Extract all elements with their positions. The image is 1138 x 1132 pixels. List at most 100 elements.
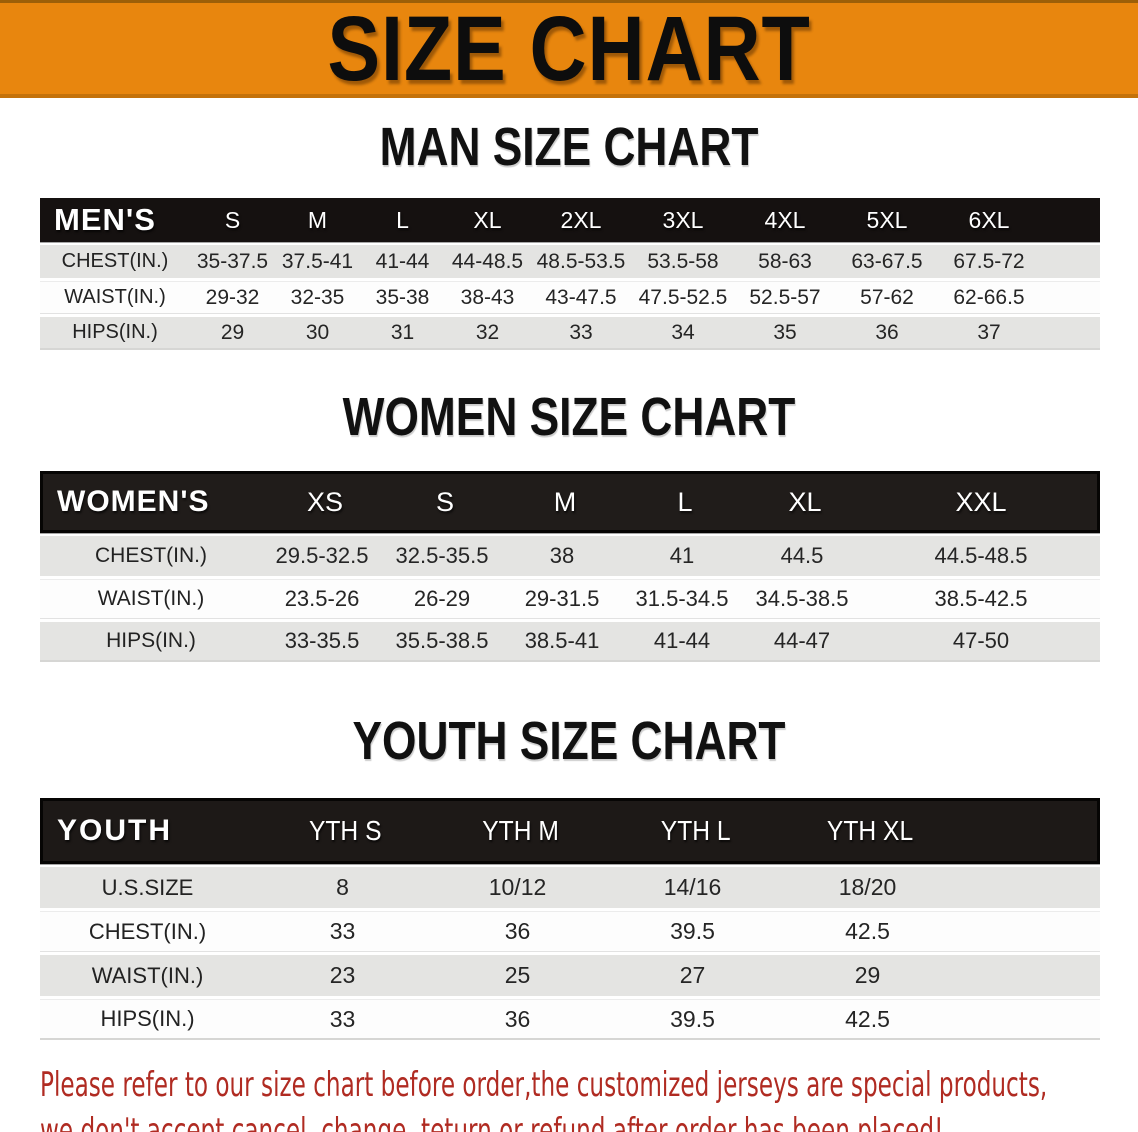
size-column-header: XS: [265, 487, 385, 518]
size-value: 32-35: [290, 285, 345, 309]
size-value: 29-31.5: [524, 586, 600, 611]
table-header-row: YOUTH YTH S YTH M YTH L YTH XL: [40, 798, 1100, 864]
measurement-row: CHEST(IN.) 33 36 39.5 42.5: [40, 911, 1100, 952]
size-column-header: XL: [745, 487, 865, 518]
size-value: 18/20: [838, 874, 897, 900]
row-label: WAIST(IN.): [91, 962, 204, 988]
size-value: 34: [671, 320, 695, 344]
size-column-label: 2XL: [560, 206, 602, 233]
size-value: 34.5-38.5: [755, 586, 849, 611]
size-column-header: XL: [445, 207, 530, 234]
measurement-row: HIPS(IN.) 33 36 39.5 42.5: [40, 999, 1100, 1040]
size-value: 38: [549, 543, 575, 568]
size-value: 38.5-42.5: [934, 586, 1028, 611]
size-value: 58-63: [758, 249, 812, 273]
women-section-heading: WOMEN SIZE CHART: [0, 390, 1138, 444]
size-value: 42.5: [845, 918, 890, 944]
table-title-cell: WOMEN'S: [57, 485, 210, 518]
banner: SIZE CHART: [0, 0, 1138, 98]
size-column-label: L: [396, 206, 409, 233]
size-value: 35.5-38.5: [395, 628, 489, 653]
size-value: 44.5-48.5: [934, 543, 1028, 568]
size-value: 33-35.5: [284, 628, 360, 653]
size-column-label: S: [224, 206, 241, 233]
size-value: 10/12: [488, 874, 547, 900]
youth-size-table: YOUTH YTH S YTH M YTH L YTH XL U.S.SIZE 8 10/12…: [40, 798, 1100, 1040]
size-value: 43-47.5: [545, 285, 617, 309]
size-column-label: XXL: [955, 486, 1007, 517]
table-header-row: WOMEN'S XS S M L XL XXL: [40, 471, 1100, 533]
size-value: 35-38: [375, 285, 430, 309]
size-column-header: 2XL: [530, 207, 632, 234]
size-value: 44-47: [773, 628, 831, 653]
size-column-label: M: [553, 486, 577, 517]
size-value: 42.5: [845, 1005, 890, 1032]
size-value: 26-29: [413, 586, 471, 611]
size-value: 31.5-34.5: [635, 586, 729, 611]
size-value: 47.5-52.5: [638, 285, 728, 309]
row-label: HIPS(IN.): [100, 1006, 195, 1031]
notice-line-2: we don't accept cancel, change, teturn o…: [40, 1111, 944, 1132]
row-label: U.S.SIZE: [101, 874, 194, 900]
size-value: 37: [977, 320, 1001, 344]
size-value: 32: [475, 320, 500, 344]
notice-line-1: Please refer to our size chart before or…: [40, 1065, 1048, 1105]
size-value: 38-43: [460, 285, 515, 309]
measurement-row: WAIST(IN.) 23.5-26 26-29 29-31.5 31.5-34.5 34…: [40, 579, 1100, 619]
size-value: 29-32: [205, 285, 260, 309]
size-column-header: S: [190, 207, 275, 234]
size-value: 30: [305, 320, 330, 344]
men-size-table: MEN'S S M L XL 2XL 3XL 4XL 5XL 6XL CHEST(IN.) 35-37…: [40, 198, 1100, 350]
size-value: 8: [336, 874, 349, 900]
order-notice: Please refer to our size chart before or…: [40, 1062, 1138, 1132]
size-value: 57-62: [860, 285, 914, 309]
size-value: 33: [569, 320, 593, 344]
size-value: 29.5-32.5: [275, 543, 369, 568]
size-value: 41-44: [653, 628, 711, 653]
size-column-header: YTH XL: [783, 815, 958, 847]
women-section-heading-text: WOMEN SIZE CHART: [342, 387, 796, 447]
row-label: WAIST(IN.): [97, 587, 205, 610]
measurement-row: U.S.SIZE 8 10/12 14/16 18/20: [40, 867, 1100, 908]
size-column-label: 5XL: [866, 206, 908, 233]
size-value: 32.5-35.5: [395, 543, 489, 568]
row-label: HIPS(IN.): [106, 629, 196, 652]
row-label: CHEST(IN.): [88, 918, 207, 944]
size-value: 23.5-26: [284, 586, 360, 611]
size-column-label: YTH L: [660, 815, 731, 846]
men-section-heading: MAN SIZE CHART: [0, 120, 1138, 174]
row-label: CHEST(IN.): [95, 544, 207, 567]
size-column-label: XS: [306, 486, 344, 517]
size-value: 39.5: [670, 918, 715, 944]
size-value: 63-67.5: [851, 249, 923, 273]
women-size-table: WOMEN'S XS S M L XL XXL CHEST(IN.) 29.5-32.5 32.5…: [40, 471, 1100, 662]
size-column-label: 4XL: [764, 206, 806, 233]
size-column-label: YTH S: [309, 815, 382, 846]
size-value: 23: [329, 962, 356, 988]
size-value: 35: [773, 320, 797, 344]
size-column-label: YTH XL: [827, 815, 914, 846]
size-value: 41-44: [375, 249, 430, 273]
size-value: 37.5-41: [281, 249, 354, 273]
size-value: 62-66.5: [953, 285, 1025, 309]
measurement-row: HIPS(IN.) 29 30 31 32 33 34 35 36 37: [40, 317, 1100, 350]
table-header-row: MEN'S S M L XL 2XL 3XL 4XL 5XL 6XL: [40, 198, 1100, 242]
banner-title: SIZE CHART: [327, 0, 811, 100]
size-column-header: M: [275, 207, 360, 234]
row-label: WAIST(IN.): [64, 286, 166, 308]
size-value: 36: [504, 1005, 531, 1032]
size-value: 31: [390, 320, 415, 344]
size-value: 36: [504, 918, 531, 944]
size-column-header: L: [625, 487, 745, 518]
size-column-header: 6XL: [938, 207, 1040, 234]
size-value: 27: [679, 962, 706, 988]
size-value: 35-37.5: [196, 249, 269, 273]
size-column-label: XL: [473, 206, 502, 233]
size-column-header: YTH S: [258, 815, 433, 847]
size-column-header: 4XL: [734, 207, 836, 234]
table-title-cell: MEN'S: [54, 202, 156, 237]
youth-section-heading-text: YOUTH SIZE CHART: [352, 711, 786, 771]
size-column-label: L: [677, 486, 693, 517]
youth-section-heading: YOUTH SIZE CHART: [0, 714, 1138, 768]
